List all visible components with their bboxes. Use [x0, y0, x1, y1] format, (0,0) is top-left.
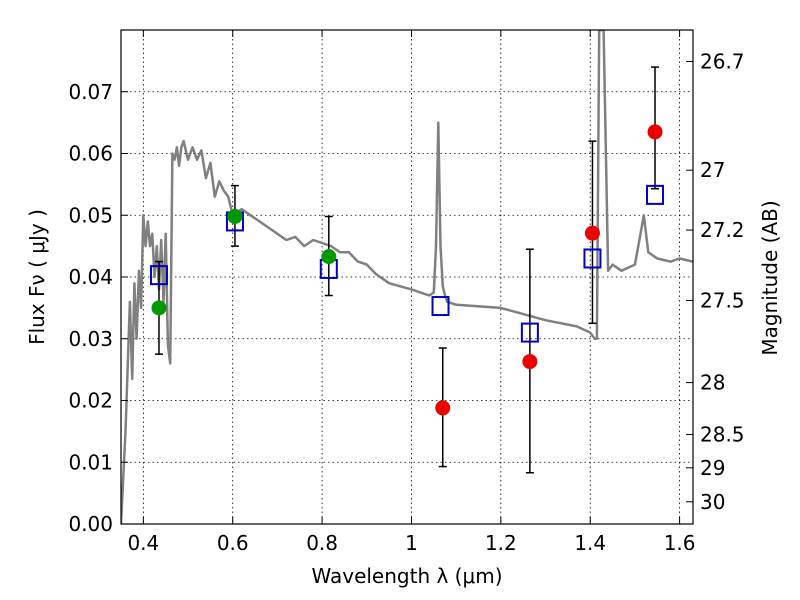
- green-detection-marker: [227, 208, 243, 224]
- y-tick-label: 0.02: [68, 389, 113, 413]
- x-tick-label: 0.6: [217, 531, 249, 555]
- observed-markers: [151, 124, 663, 416]
- red-flux-marker: [647, 124, 663, 140]
- red-flux-marker: [435, 400, 451, 416]
- red-flux-marker: [522, 354, 538, 370]
- y-tick-label: 0.03: [68, 327, 113, 351]
- y-axis-title: Flux Fν ( μJy ): [25, 209, 49, 345]
- plot-area: [121, 30, 693, 524]
- right-tick-label: 30: [700, 490, 725, 514]
- model-square-marker: [520, 322, 539, 343]
- tick-labels: 0.4 0.6 0.8 1 1.2 1.4 1.6 0.00 0.01 0.02 0.03 0.04 0…: [68, 49, 744, 555]
- green-detection-marker: [151, 300, 167, 316]
- right-tick-label: 26.7: [700, 49, 745, 73]
- x-tick-label: 1.2: [485, 531, 517, 555]
- x-tick-label: 1.6: [664, 531, 696, 555]
- axis-ticks: [121, 30, 693, 525]
- y-tick-label: 0.06: [68, 142, 113, 166]
- model-square-marker: [646, 184, 665, 205]
- template-spectrum-line: [121, 30, 693, 524]
- red-flux-marker: [584, 225, 600, 241]
- right-tick-label: 28: [700, 371, 725, 395]
- right-tick-label: 27.5: [700, 288, 745, 312]
- y-tick-label: 0.01: [68, 450, 113, 474]
- y-tick-label: 0.05: [68, 203, 113, 227]
- y-tick-label: 0.07: [68, 80, 113, 104]
- x-tick-label: 1: [405, 531, 418, 555]
- right-tick-label: 29: [700, 456, 725, 480]
- x-axis-title: Wavelength λ (μm): [311, 564, 502, 588]
- x-tick-label: 0.8: [306, 531, 338, 555]
- x-tick-label: 0.4: [127, 531, 159, 555]
- model-square-marker: [149, 265, 168, 286]
- x-tick-label: 1.4: [574, 531, 606, 555]
- model-square-marker: [431, 296, 450, 317]
- right-tick-label: 27: [700, 158, 725, 182]
- right-tick-label: 27.2: [700, 218, 745, 242]
- y-tick-label: 0.04: [68, 265, 113, 289]
- green-detection-marker: [321, 249, 337, 265]
- right-tick-label: 28.5: [700, 422, 745, 446]
- model-square-marker: [583, 248, 602, 269]
- right-axis-title: Magnitude (AB): [758, 200, 782, 355]
- y-tick-label: 0.00: [68, 512, 113, 536]
